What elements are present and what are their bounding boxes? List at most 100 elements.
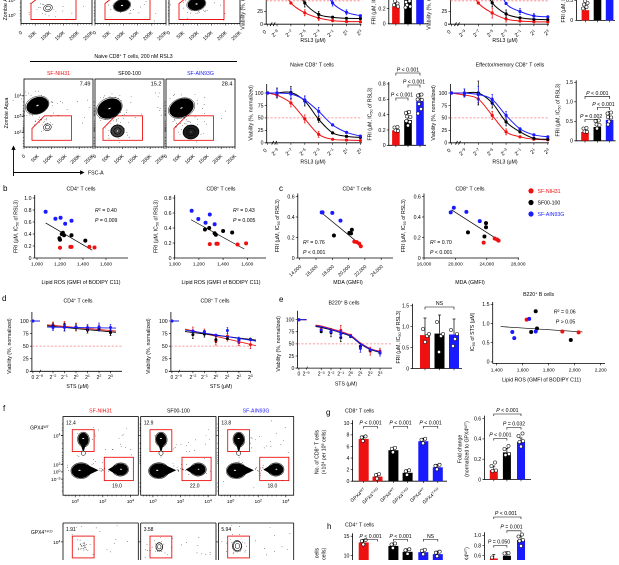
svg-text:0: 0 [165, 369, 168, 375]
svg-text:10: 10 [344, 554, 350, 560]
svg-text:21​: 21​ [225, 374, 230, 381]
svg-text:Viability (%, normalized): Viability (%, normalized) [427, 0, 433, 30]
svg-text:0: 0 [444, 141, 447, 147]
svg-text:23​: 23​ [378, 371, 383, 378]
svg-text:FRI (μM, IC50​ of RSL3): FRI (μM, IC50​ of RSL3) [561, 0, 567, 22]
svg-text:0.6: 0.6 [474, 554, 481, 560]
svg-text:GPX4WT​: GPX4WT​ [30, 425, 50, 432]
svg-text:2−9​: 2−9​ [457, 146, 468, 157]
svg-text:P < 0.001: P < 0.001 [391, 93, 413, 99]
svg-text:104​: 104​ [53, 433, 60, 440]
svg-text:1,800: 1,800 [543, 368, 555, 374]
svg-text:23​: 23​ [355, 146, 365, 156]
svg-text:1.0: 1.0 [482, 321, 489, 327]
svg-text:1,400: 1,400 [491, 368, 503, 374]
svg-text:50K: 50K [28, 30, 39, 41]
svg-text:22​: 22​ [237, 374, 242, 381]
svg-text:100​: 100​ [8, 12, 15, 19]
svg-text:c: c [279, 184, 283, 193]
svg-text:2−3​: 2−3​ [499, 146, 510, 157]
svg-text:100​: 100​ [227, 499, 234, 506]
svg-text:P < 0.001: P < 0.001 [397, 68, 419, 74]
svg-text:25: 25 [442, 128, 448, 134]
svg-text:P < 0.001: P < 0.001 [489, 433, 511, 439]
svg-text:1,600: 1,600 [517, 368, 529, 374]
svg-text:STS (μM): STS (μM) [335, 382, 358, 388]
svg-text:0.4: 0.4 [378, 112, 385, 118]
svg-text:P < 0.001: P < 0.001 [359, 534, 381, 540]
svg-text:100: 100 [20, 319, 29, 325]
svg-text:0.2: 0.2 [164, 241, 171, 247]
svg-text:0: 0 [292, 256, 295, 262]
svg-text:Lipid ROS (GMFI of BODIPY C11): Lipid ROS (GMFI of BODIPY C11) [42, 280, 121, 286]
svg-text:8: 8 [347, 433, 350, 439]
svg-text:FRI (μM, IC50​ of RSL3): FRI (μM, IC50​ of RSL3) [154, 200, 160, 253]
svg-text:100​: 100​ [71, 499, 78, 506]
svg-text:18.0: 18.0 [268, 484, 278, 490]
svg-text:3.58: 3.58 [144, 527, 154, 533]
svg-text:19.0: 19.0 [112, 484, 122, 490]
svg-text:STS (μM): STS (μM) [66, 384, 89, 390]
svg-text:No. of CD8+​ T cells: No. of CD8+​ T cells [314, 429, 321, 474]
svg-text:MDA (GMFI): MDA (GMFI) [333, 280, 363, 286]
svg-text:0.6: 0.6 [378, 97, 385, 103]
svg-text:d: d [2, 294, 6, 303]
svg-text:2−3​: 2−3​ [499, 28, 510, 39]
svg-text:SF-AIN93G: SF-AIN93G [243, 409, 270, 415]
svg-text:Fold change: Fold change [458, 435, 464, 464]
svg-text:0.4: 0.4 [164, 226, 171, 232]
svg-text:1.91: 1.91 [66, 527, 76, 533]
svg-text:RSL3 (μM): RSL3 (μM) [492, 160, 517, 166]
svg-text:R2 = 0.06: R2 = 0.06 [554, 309, 576, 316]
svg-text:50K: 50K [30, 153, 41, 164]
svg-text:P < 0.001: P < 0.001 [419, 421, 441, 427]
svg-text:28.4: 28.4 [222, 81, 233, 87]
svg-text:0.4: 0.4 [24, 232, 31, 238]
svg-text:CD8+​ T cells: CD8+​ T cells [345, 408, 374, 415]
svg-text:1,600: 1,600 [241, 262, 253, 268]
svg-text:R2 = 0.70: R2 = 0.70 [430, 239, 452, 246]
svg-text:STS (μM): STS (μM) [210, 384, 233, 390]
svg-text:0: 0 [171, 375, 174, 381]
svg-text:104​: 104​ [282, 499, 289, 506]
svg-text:CD8+​ T cells: CD8+​ T cells [455, 186, 484, 193]
svg-text:0: 0 [298, 372, 301, 378]
svg-text:103​: 103​ [53, 462, 60, 469]
svg-text:25: 25 [289, 354, 295, 360]
svg-text:0.6: 0.6 [474, 416, 481, 422]
svg-text:SF00-100: SF00-100 [167, 409, 190, 415]
svg-text:IC50​ of STS (μM): IC50​ of STS (μM) [470, 312, 476, 351]
svg-text:1.0: 1.0 [24, 196, 31, 202]
svg-text:RSL3 (μM): RSL3 (μM) [300, 38, 325, 44]
svg-text:FRI (μM, IC50​ of RSL3): FRI (μM, IC50​ of RSL3) [401, 199, 407, 252]
svg-text:0: 0 [444, 22, 447, 28]
svg-text:50: 50 [289, 342, 295, 348]
svg-text:0.8: 0.8 [378, 82, 385, 88]
svg-text:23​: 23​ [108, 374, 113, 381]
svg-text:SF00-100: SF00-100 [538, 201, 561, 207]
svg-text:0.4: 0.4 [414, 215, 421, 221]
svg-text:10: 10 [344, 421, 350, 427]
svg-text:2−1​: 2−1​ [201, 374, 208, 381]
svg-text:0: 0 [292, 366, 295, 372]
svg-text:P = 0.009: P = 0.009 [95, 218, 117, 224]
svg-text:13.8: 13.8 [221, 421, 231, 427]
svg-text:23​: 23​ [355, 28, 365, 38]
svg-text:0.2: 0.2 [378, 128, 385, 134]
svg-text:P < 0.001: P < 0.001 [495, 511, 517, 517]
svg-text:100: 100 [255, 91, 264, 97]
svg-text:0.5: 0.5 [402, 345, 409, 351]
svg-text:FSC-A: FSC-A [88, 171, 104, 177]
svg-text:Viability (%, normalized): Viability (%, normalized) [146, 318, 152, 374]
svg-text:0.6: 0.6 [24, 220, 31, 226]
svg-text:50: 50 [162, 344, 168, 350]
svg-text:SF-AIN93G: SF-AIN93G [538, 212, 565, 218]
svg-text:22​: 22​ [97, 374, 102, 381]
svg-text:0: 0 [92, 153, 98, 159]
svg-text:1.5: 1.5 [402, 304, 409, 310]
svg-text:21​: 21​ [341, 28, 350, 37]
svg-text:0: 0 [383, 22, 386, 28]
svg-text:1.5: 1.5 [566, 80, 573, 86]
svg-text:0: 0 [21, 153, 27, 159]
svg-text:1,400: 1,400 [77, 262, 89, 268]
